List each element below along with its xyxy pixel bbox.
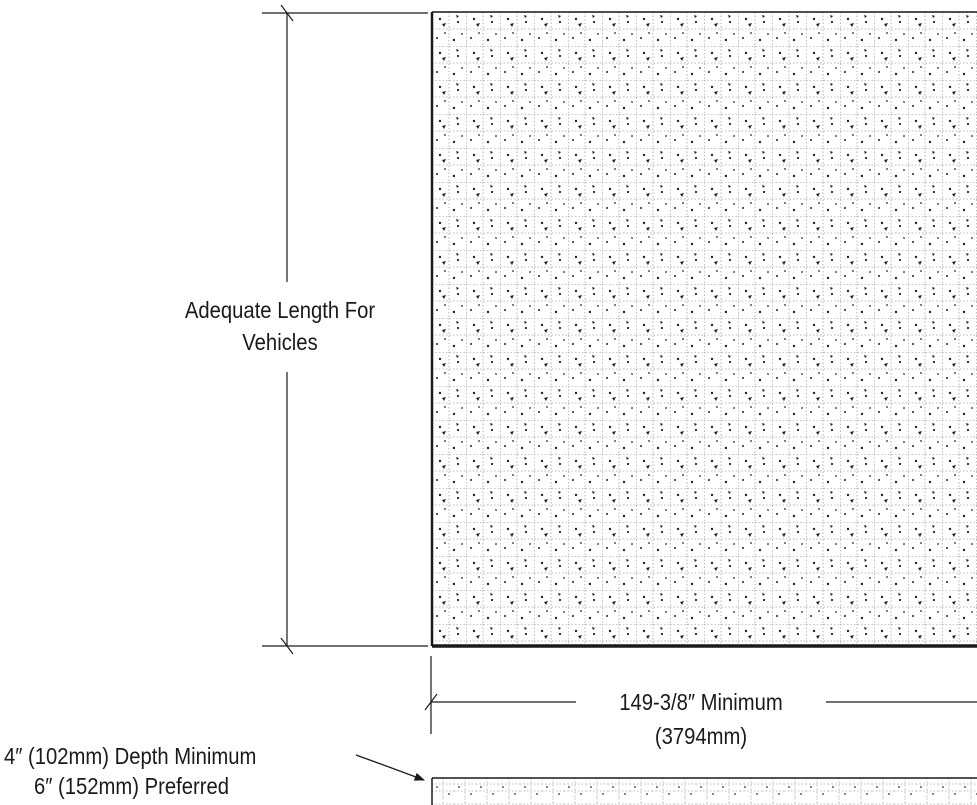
access-aisle-plan xyxy=(432,12,977,646)
depth-preferred-label: 6″ (152mm) Preferred xyxy=(34,773,230,799)
depth-minimum-label: 4″ (102mm) Depth Minimum xyxy=(4,743,257,769)
slab-section xyxy=(432,778,977,805)
width-tick-left xyxy=(424,693,438,711)
length-dimension xyxy=(262,4,428,655)
length-label-line1: Adequate Length For xyxy=(184,297,376,323)
width-dimension xyxy=(424,656,977,734)
depth-leader-arrow xyxy=(355,754,425,781)
width-value-label: 149-3/8″ Minimum xyxy=(619,689,783,715)
length-tick-top xyxy=(280,4,294,22)
length-tick-bottom xyxy=(280,637,294,655)
width-metric-label: (3794mm) xyxy=(654,723,748,749)
length-label-line2: Vehicles xyxy=(242,329,318,355)
